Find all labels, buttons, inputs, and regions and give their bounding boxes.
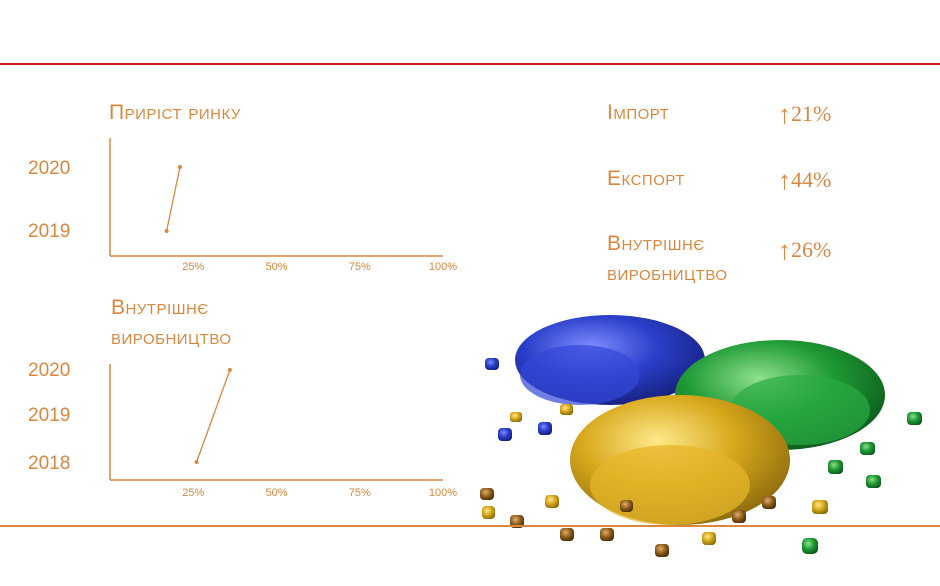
x-tick-label: 25%	[182, 261, 204, 273]
chart-title-market-growth: Приріст ринку	[109, 101, 241, 124]
stat-label-import: Імпорт	[607, 101, 670, 124]
year-label: 2019	[28, 221, 71, 242]
stat-percent: 21%	[791, 101, 832, 126]
data-point	[194, 460, 199, 464]
arrow-up-icon: ↑	[778, 166, 791, 195]
stat-value-export: ↑44%	[778, 166, 831, 196]
x-tick-label: 75%	[349, 487, 371, 499]
year-label: 2020	[28, 360, 71, 381]
data-point	[177, 165, 182, 169]
stat-label-domestic: Внутрішнє виробництво	[607, 232, 728, 285]
arrow-up-icon: ↑	[778, 236, 791, 265]
series-line	[165, 166, 181, 232]
year-label: 2020	[28, 158, 71, 179]
chart-title-domestic-production: Внутрішнє виробництво	[111, 296, 232, 349]
x-tick-label: 50%	[265, 487, 287, 499]
x-tick-label: 100%	[429, 487, 457, 499]
data-point	[164, 229, 169, 233]
year-label: 2018	[28, 453, 71, 474]
top-divider	[0, 63, 940, 65]
arrow-up-icon: ↑	[778, 100, 791, 129]
bottom-divider	[0, 525, 940, 527]
year-label: 2019	[28, 405, 71, 426]
x-tick-label: 25%	[182, 487, 204, 499]
x-tick-label: 75%	[349, 261, 371, 273]
stat-percent: 44%	[791, 167, 832, 192]
stat-percent: 26%	[791, 237, 832, 262]
x-tick-label: 100%	[429, 261, 457, 273]
stat-value-domestic: ↑26%	[778, 236, 831, 266]
stat-value-import: ↑21%	[778, 100, 831, 130]
plastic-pellets-icon	[480, 315, 922, 557]
data-point	[227, 368, 232, 372]
x-tick-label: 50%	[265, 261, 287, 273]
stat-label-export: Експорт	[607, 167, 685, 190]
series-line	[195, 369, 231, 463]
